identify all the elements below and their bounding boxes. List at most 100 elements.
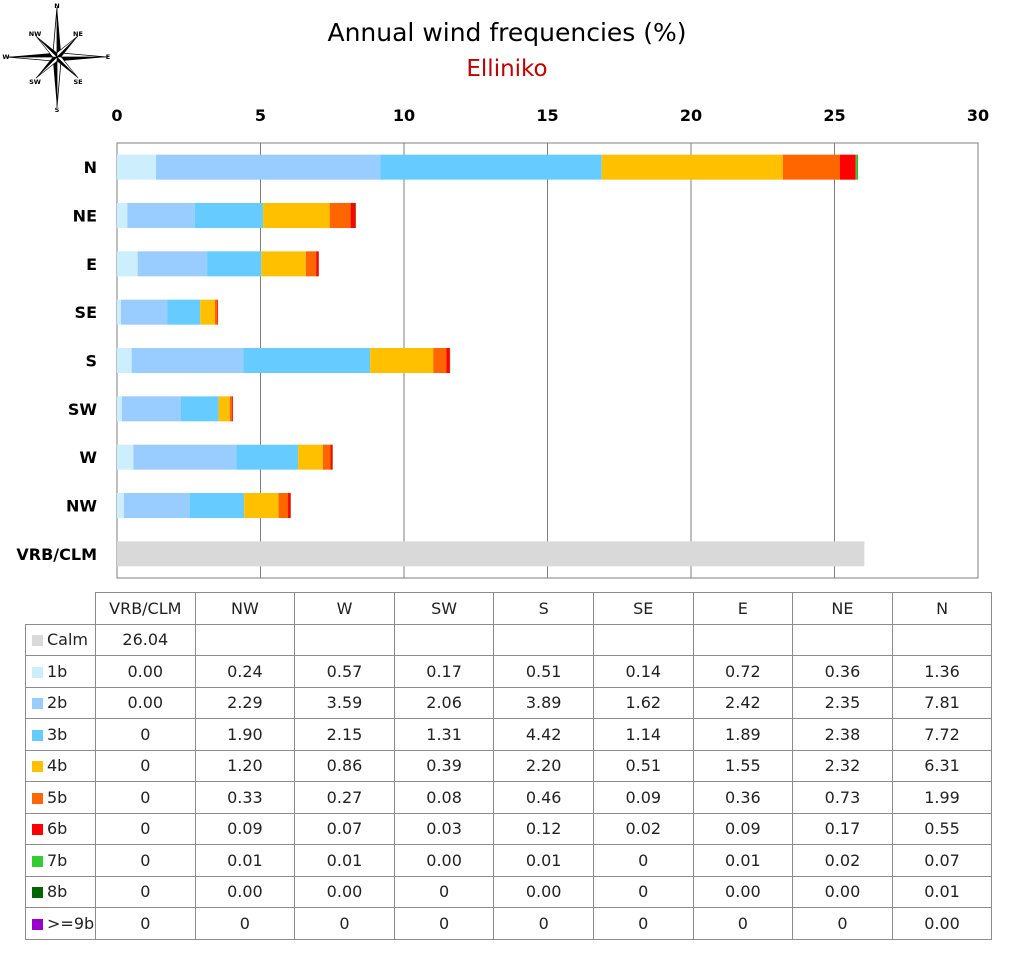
legend-cell: 3b: [25, 718, 96, 751]
legend-swatch: [32, 666, 43, 678]
table-cell: 0.73: [792, 781, 893, 814]
bar-segment: [207, 251, 262, 277]
legend-swatch: [32, 918, 43, 930]
legend-cell: 4b: [25, 749, 96, 782]
table-cell: 0: [95, 844, 196, 877]
bar-segment: [316, 251, 319, 277]
table-row: 5b 0 0.33 0.27 0.08 0.46 0.09 0.36 0.73 1.99: [25, 781, 993, 814]
table-cell: [493, 623, 594, 656]
legend-label: 6b: [47, 819, 68, 839]
table-cell: 0: [592, 844, 694, 877]
bar-segment: [137, 251, 208, 277]
table-cell: [294, 623, 395, 656]
bar-segment: [261, 251, 306, 277]
bar-segment: [446, 348, 450, 373]
table-cell: 1.55: [692, 749, 794, 782]
bar-segment: [355, 203, 357, 228]
table-cell: 0: [95, 907, 196, 940]
table-row: 1b 0.00 0.24 0.57 0.17 0.51 0.14 0.72 0.36 1.36: [25, 655, 993, 688]
bar-segment: [263, 203, 330, 228]
bar-segment: [839, 154, 856, 180]
table-cell: 0.09: [194, 812, 296, 845]
table-cell: [194, 623, 296, 656]
table-cell: 0.00: [493, 875, 594, 908]
bar-segment: [117, 299, 122, 325]
bar-segment: [181, 396, 219, 422]
y-tick-label: N: [84, 158, 97, 177]
table-cell: 0: [95, 875, 196, 908]
table-cell: 0.57: [294, 655, 395, 688]
compass-label-ne: NE: [73, 30, 83, 38]
bar-segment: [232, 396, 233, 422]
table-cell: 0: [792, 907, 893, 940]
table-cell: 2.29: [194, 686, 296, 719]
table-row: 4b 0 1.20 0.86 0.39 2.20 0.51 1.55 2.32 6.31: [25, 749, 993, 782]
table-column-header: VRB/CLM: [95, 592, 196, 625]
bar-segment: [322, 444, 331, 470]
table-cell: 0.09: [692, 812, 794, 845]
legend-cell: Calm: [25, 623, 96, 656]
table-cell: [692, 623, 794, 656]
x-tick-label: 30: [967, 106, 989, 125]
bar-segment: [117, 541, 865, 567]
table-cell: [891, 623, 993, 656]
bar-segment: [117, 396, 122, 422]
table-cell: 0.55: [891, 812, 993, 845]
bar-segment: [200, 299, 215, 325]
bar-segment: [305, 251, 317, 277]
bar-segment: [298, 444, 323, 470]
table-cell: 2.15: [294, 718, 395, 751]
stacked-bar-chart: 0 5 10 15 20 25 30 N NE E SE S SW W NW VRB/CLM: [16, 106, 989, 579]
bar-segment: [133, 444, 237, 470]
table-cell: 0: [493, 907, 594, 940]
table-cell: 0: [592, 907, 694, 940]
bar-segment: [370, 348, 434, 373]
table-cell: 0.09: [592, 781, 694, 814]
x-tick-label: 15: [536, 106, 558, 125]
chart-title: Annual wind frequencies (%): [327, 18, 687, 47]
y-tick-label: SE: [75, 303, 97, 322]
compass-label-e: E: [106, 53, 110, 61]
table-cell: 6.31: [891, 749, 993, 782]
table-row: 8b 0 0.00 0.00 0 0.00 0 0.00 0.00 0.01: [25, 875, 993, 908]
legend-label: 1b: [47, 661, 68, 681]
bar-segment: [121, 299, 168, 325]
table-cell: 0: [294, 907, 395, 940]
bar-segment: [214, 299, 218, 325]
legend-swatch: [32, 824, 43, 836]
table-cell: 0.02: [792, 844, 893, 877]
table-cell: 3.89: [493, 686, 594, 719]
bar-segment: [288, 493, 291, 518]
table-cell: 0.27: [294, 781, 395, 814]
bar-segment: [855, 154, 858, 180]
table-cell: 0.36: [792, 655, 893, 688]
bar-segment: [127, 203, 195, 228]
bar-segment: [433, 348, 447, 373]
table-cell: 0.02: [592, 812, 694, 845]
table-column-header: S: [493, 592, 594, 625]
x-tick-label: 10: [393, 106, 415, 125]
table-cell: 1.99: [891, 781, 993, 814]
x-tick-label: 0: [111, 106, 122, 125]
table-cell: 0.08: [393, 781, 495, 814]
legend-cell: >=9b: [25, 907, 96, 940]
table-cell: [393, 623, 495, 656]
legend-cell: 5b: [25, 781, 96, 814]
table-row: Calm 26.04: [25, 623, 993, 656]
table-column-header: E: [692, 592, 794, 625]
table-column-header: N: [891, 592, 993, 625]
legend-swatch: [32, 792, 43, 804]
table-cell: 1.89: [692, 718, 794, 751]
table-cell: 1.36: [891, 655, 993, 688]
bar-segment: [243, 348, 371, 373]
compass-rose-icon: N NE E SE S SW W NW: [2, 2, 110, 114]
y-tick-label: S: [85, 352, 97, 371]
table-cell: 2.32: [792, 749, 893, 782]
table-column-header: SW: [393, 592, 495, 625]
legend-label: >=9b: [47, 913, 95, 933]
legend-cell: 8b: [25, 875, 96, 908]
table-cell: 0.01: [493, 844, 594, 877]
table-cell: 2.42: [692, 686, 794, 719]
bar-segment: [117, 444, 134, 470]
bar-segment: [167, 299, 201, 325]
